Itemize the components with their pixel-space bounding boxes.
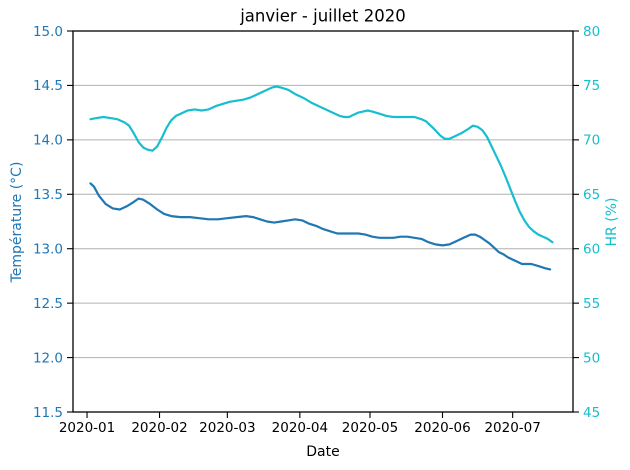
y-tick-label-right: 75 [583,78,600,94]
y-tick-label-left: 15.0 [33,24,63,40]
x-tick-label: 2020-02 [131,420,187,436]
y-tick-label-right: 80 [583,24,600,40]
y-tick-label-left: 11.5 [33,405,63,421]
y-tick-label-left: 12.5 [33,296,63,312]
x-tick-label: 2020-04 [272,420,328,436]
y-tick-label-right: 70 [583,133,600,149]
y-tick-label-right: 65 [583,187,600,203]
humidity-line [89,85,554,244]
y-tick-label-left: 13.0 [33,242,63,258]
x-tick-label: 2020-01 [59,420,115,436]
y-tick-label-left: 13.5 [33,187,63,203]
x-tick-label: 2020-07 [484,420,540,436]
y-tick-label-right: 50 [583,350,600,366]
y-tick-label-left: 14.0 [33,133,63,149]
x-tick-label: 2020-03 [199,420,255,436]
y-tick-label-left: 14.5 [33,78,63,94]
axes-frame [72,30,574,413]
y-tick-label-right: 55 [583,296,600,312]
y-tick-label-right: 60 [583,242,600,258]
y-axis-label-left: Température (°C) [9,161,25,283]
x-tick-label: 2020-06 [414,420,470,436]
y-tick-label-right: 45 [583,405,600,421]
x-tick-label: 2020-05 [342,420,398,436]
temperature-line [89,182,552,271]
y-tick-label-left: 12.0 [33,350,63,366]
x-axis-label: Date [306,444,340,460]
chart-title: janvier - juillet 2020 [240,6,406,26]
y-axis-label-right: HR (%) [604,197,620,247]
